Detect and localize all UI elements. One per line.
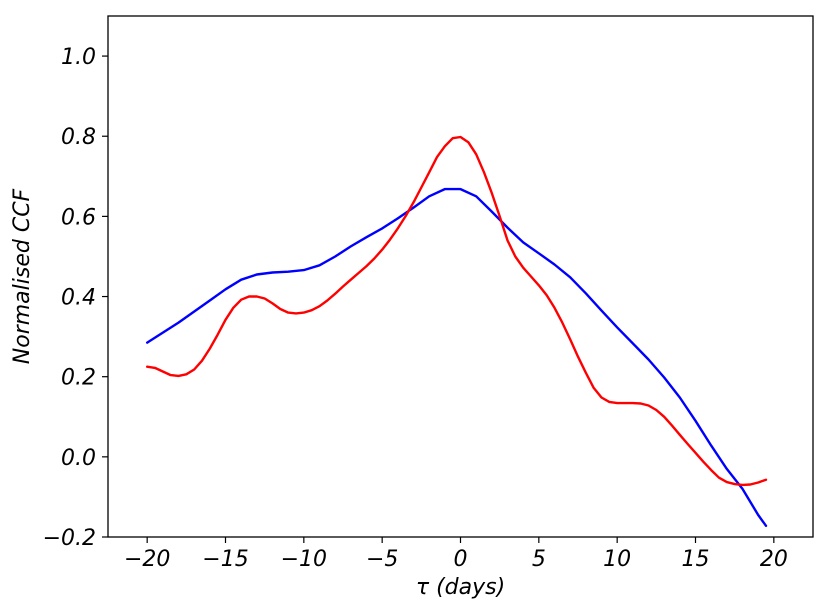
x-tick-label: 10	[603, 547, 631, 572]
plot-frame	[107, 15, 814, 538]
x-tick-label: −10	[281, 547, 327, 572]
y-tick-label: 0.6	[61, 205, 96, 230]
x-tick-label: −5	[366, 547, 398, 572]
y-tick-label: 0.4	[61, 286, 96, 311]
y-tick-label: 0.0	[61, 446, 96, 471]
y-tick-label: 1.0	[61, 45, 96, 70]
series-line-1	[146, 135, 768, 487]
series-line-0	[146, 187, 768, 527]
x-tick-label: 0	[454, 547, 468, 572]
y-axis: −0.2 0.0 0.2 0.4 0.6 0.8 1.0	[43, 45, 108, 551]
series-layer	[146, 135, 768, 527]
y-tick-label: 0.2	[61, 366, 96, 391]
y-tick-label: 0.8	[61, 125, 96, 150]
x-tick-label: −20	[124, 547, 170, 572]
x-tick-label: 15	[682, 547, 710, 572]
x-tick-label: 20	[760, 547, 788, 572]
x-tick-label: −15	[202, 547, 248, 572]
x-axis-label: τ (days)	[416, 575, 505, 600]
x-axis: −20 −15 −10 −5 0 5 10 15 20	[124, 537, 788, 572]
y-tick-label: −0.2	[43, 526, 96, 551]
y-axis-label: Normalised CCF	[10, 188, 35, 364]
x-tick-label: 5	[532, 547, 546, 572]
